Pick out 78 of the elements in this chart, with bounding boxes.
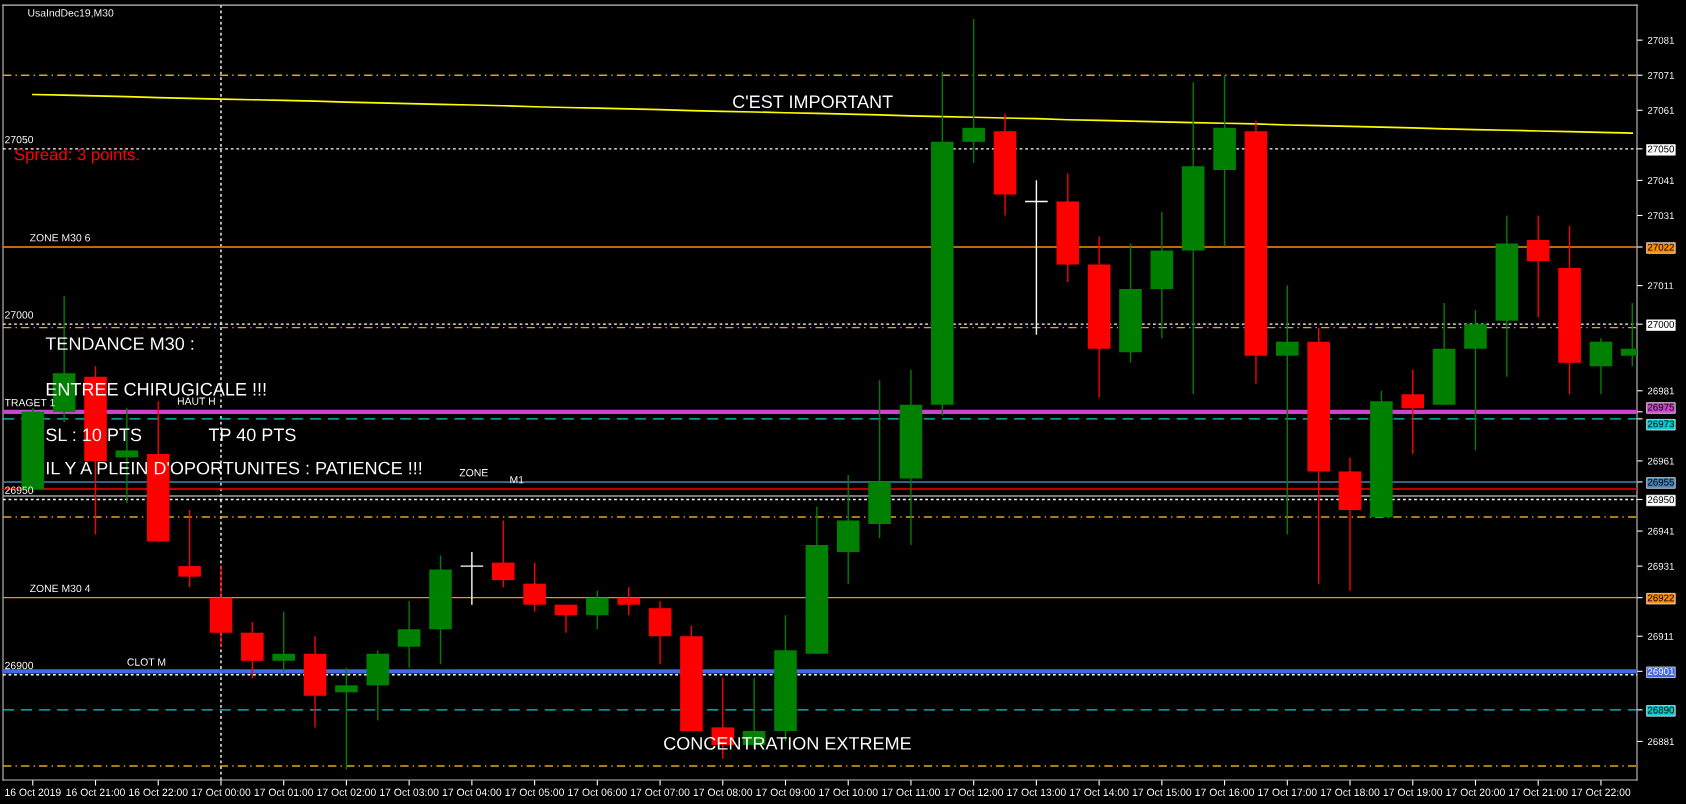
- x-tick-label: 17 Oct 01:00: [254, 788, 314, 796]
- candlestick: [586, 589, 609, 630]
- candlestick: [397, 600, 421, 669]
- x-tick-label: 17 Oct 03:00: [380, 788, 439, 796]
- x-tick-label: 16 Oct 21:00: [66, 788, 125, 796]
- y-tick-label: 27071: [1647, 71, 1674, 79]
- y-tick-label: 26941: [1647, 527, 1674, 535]
- y-tick-label: 27031: [1647, 212, 1674, 220]
- chart-title: UsaIndDec19,M30: [28, 8, 114, 18]
- x-tick-label: 17 Oct 21:00: [1509, 788, 1568, 796]
- x-tick-label: 17 Oct 22:00: [1571, 788, 1631, 796]
- x-tick-label: 17 Oct 12:00: [944, 788, 1004, 796]
- y-tick-label: 27022: [1647, 243, 1674, 251]
- y-tick-label: 26975: [1647, 403, 1675, 411]
- y-tick-label: 26950: [1647, 496, 1675, 504]
- x-tick-label: 17 Oct 10:00: [819, 788, 878, 796]
- y-tick-label: 26881: [1647, 738, 1674, 746]
- y-tick-label: 26922: [1647, 594, 1674, 602]
- y-tick-label: 26955: [1647, 478, 1675, 486]
- candlestick: [335, 667, 358, 771]
- x-tick-label: 17 Oct 11:00: [882, 788, 940, 796]
- x-tick-label: 17 Oct 05:00: [505, 788, 565, 796]
- ref-line-label: 27050: [5, 135, 34, 144]
- y-tick-label: 27011: [1647, 282, 1674, 290]
- candlestick: [1401, 369, 1425, 455]
- x-tick-label: 17 Oct 16:00: [1195, 788, 1254, 796]
- x-tick-label: 17 Oct 06:00: [568, 788, 627, 796]
- y-tick-label: 26911: [1647, 632, 1674, 640]
- annotation: TENDANCE M30 :: [45, 337, 194, 351]
- x-tick-label: 17 Oct 17:00: [1258, 788, 1317, 796]
- x-tick-label: 16 Oct 22:00: [129, 788, 188, 796]
- line-series: [31, 93, 1634, 134]
- candlestick: [491, 519, 515, 588]
- x-tick-label: 17 Oct 00:00: [191, 788, 251, 796]
- y-tick-label: 27050: [1647, 145, 1675, 153]
- candlestick: [1276, 284, 1299, 536]
- ref-line-label: ZONE: [459, 469, 488, 477]
- x-tick-label: 17 Oct 02:00: [317, 788, 376, 796]
- candlestick: [617, 586, 640, 616]
- ref-line-label: CLOT M: [127, 658, 166, 666]
- x-tick-label: 17 Oct 13:00: [1007, 788, 1066, 796]
- candlestick: [1526, 214, 1550, 318]
- y-tick-label: 26961: [1647, 457, 1674, 465]
- candlestick: [459, 551, 484, 606]
- annotation: Spread: 3 points.: [14, 148, 139, 164]
- ref-line-label: HAUT H: [177, 397, 215, 405]
- x-tick-label: 17 Oct 15:00: [1132, 788, 1192, 796]
- x-tick-label: 17 Oct 20:00: [1446, 788, 1505, 796]
- ref-line-label: ZONE M30 6: [29, 234, 90, 242]
- ref-line-label: ZONE M30 4: [29, 584, 91, 593]
- x-tick-label: 17 Oct 04:00: [442, 788, 502, 796]
- y-tick-label: 26931: [1647, 562, 1674, 570]
- x-tick-label: 17 Oct 07:00: [631, 788, 690, 796]
- y-tick-label: 26901: [1647, 668, 1674, 675]
- y-tick-label: 26890: [1647, 706, 1675, 714]
- y-tick-label: 27041: [1647, 177, 1674, 185]
- ref-line-label: M1: [510, 476, 524, 484]
- candlestick: [272, 610, 295, 672]
- x-tick-label: 17 Oct 08:00: [693, 788, 753, 796]
- ref-line-label: 26900: [5, 661, 34, 670]
- y-tick-label: 26981: [1647, 387, 1674, 395]
- ref-line-label: 27000: [5, 311, 34, 319]
- ref-line-label: TRAGET 1: [4, 398, 55, 407]
- x-tick-label: 17 Oct 19:00: [1383, 788, 1443, 796]
- candlestick: [178, 509, 201, 588]
- candlestick: [523, 561, 546, 613]
- annotation: TP 40 PTS: [208, 428, 296, 442]
- x-tick-label: 17 Oct 09:00: [756, 788, 815, 796]
- x-tick-label: 17 Oct 14:00: [1070, 788, 1129, 796]
- annotation: C'EST IMPORTANT: [733, 95, 893, 109]
- candlestick: [962, 18, 985, 164]
- y-tick-label: 26973: [1647, 420, 1675, 428]
- x-tick-label: 16 Oct 2019: [5, 788, 61, 796]
- x-tick-label: 17 Oct 18:00: [1321, 788, 1380, 796]
- y-tick-label: 27081: [1647, 36, 1674, 44]
- candlestick: [554, 603, 578, 634]
- y-tick-label: 27061: [1647, 107, 1674, 114]
- y-tick-label: 27000: [1647, 320, 1675, 328]
